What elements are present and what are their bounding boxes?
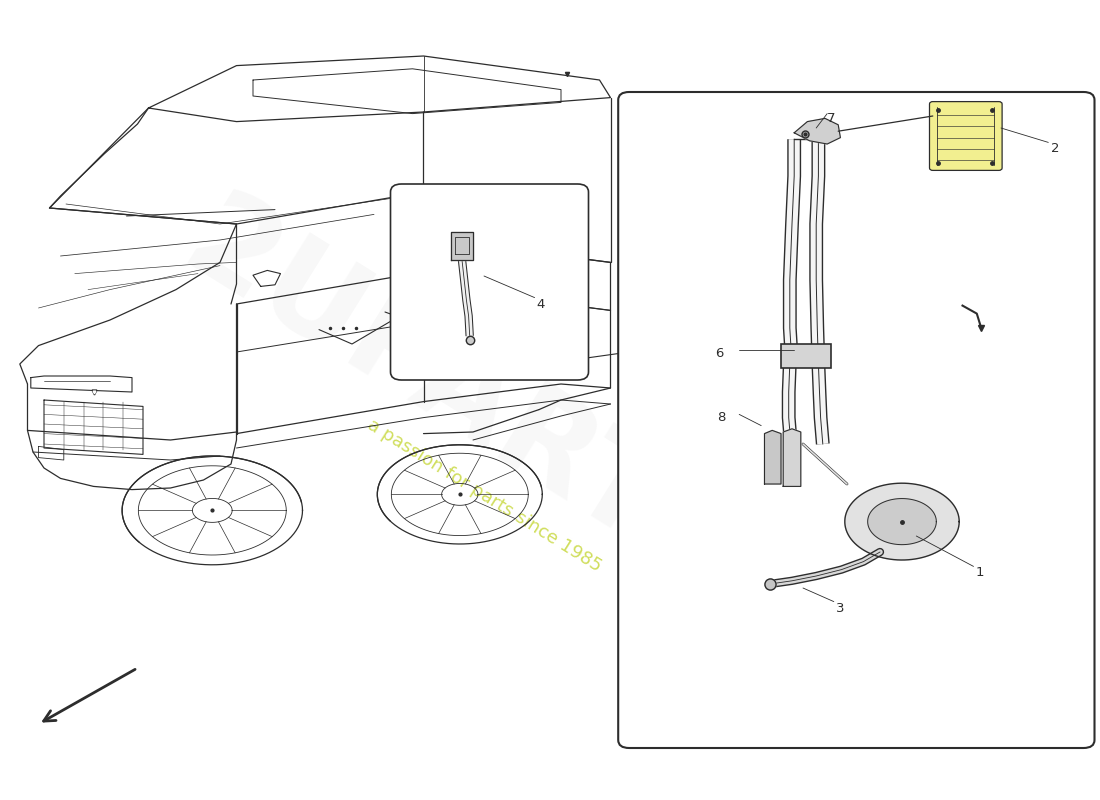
Bar	[781, 344, 830, 368]
Polygon shape	[845, 483, 959, 560]
Text: 4: 4	[537, 298, 546, 310]
Text: 1: 1	[976, 566, 984, 578]
Polygon shape	[794, 118, 840, 144]
FancyBboxPatch shape	[618, 92, 1094, 748]
Polygon shape	[783, 429, 801, 486]
Text: 8: 8	[717, 411, 726, 424]
Polygon shape	[451, 232, 473, 260]
Text: 7: 7	[827, 112, 836, 125]
Polygon shape	[868, 498, 936, 545]
Text: 2UPARTS: 2UPARTS	[163, 182, 761, 618]
Text: 3: 3	[836, 602, 845, 614]
FancyBboxPatch shape	[930, 102, 1002, 170]
Text: 6: 6	[715, 347, 724, 360]
FancyBboxPatch shape	[390, 184, 588, 380]
Text: 2: 2	[1050, 142, 1059, 154]
Polygon shape	[764, 430, 781, 484]
Text: a passion for parts since 1985: a passion for parts since 1985	[364, 416, 604, 576]
